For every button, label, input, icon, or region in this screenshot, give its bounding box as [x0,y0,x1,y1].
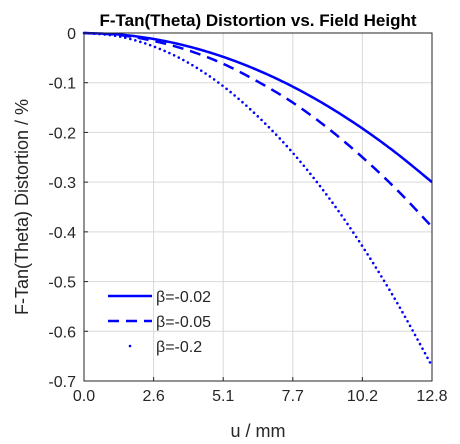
x-tick-label: 2.6 [142,388,164,405]
y-tick-label: -0.2 [48,125,76,142]
y-tick-label: -0.5 [48,275,76,292]
legend: β=-0.02 β=-0.05 β=-0.2 [108,289,211,356]
y-tick-label: -0.4 [48,225,76,242]
legend-label-0: β=-0.02 [156,289,211,306]
y-tick-label: -0.6 [48,324,76,341]
plot-background [84,33,432,381]
legend-label-2: β=-0.2 [156,339,202,356]
x-axis-label: u / mm [230,421,285,441]
y-tick-label: -0.1 [48,76,76,93]
y-tick-label: 0 [67,26,76,43]
y-tick-label: -0.3 [48,175,76,192]
chart-title: F-Tan(Theta) Distortion vs. Field Height [99,11,416,30]
x-tick-label: 0.0 [73,388,95,405]
series-group [82,31,434,368]
x-tick-label: 12.8 [416,388,447,405]
x-tick-label: 7.7 [282,388,304,405]
x-tick-label: 5.1 [212,388,234,405]
legend-label-1: β=-0.05 [156,314,211,331]
y-axis-label: F-Tan(Theta) Distortion / % [12,99,32,315]
series-line-2 [82,31,434,368]
series-line-1 [83,31,433,228]
y-tick-label: -0.7 [48,374,76,391]
x-tick-label: 10.2 [347,388,378,405]
ticks: 0.0 2.6 5.1 7.7 10.2 12.8 0 -0.1 -0.2 -0.3 -0.4 -0.… [48,26,447,405]
axes-box [83,32,433,382]
series-line-0 [83,31,433,184]
